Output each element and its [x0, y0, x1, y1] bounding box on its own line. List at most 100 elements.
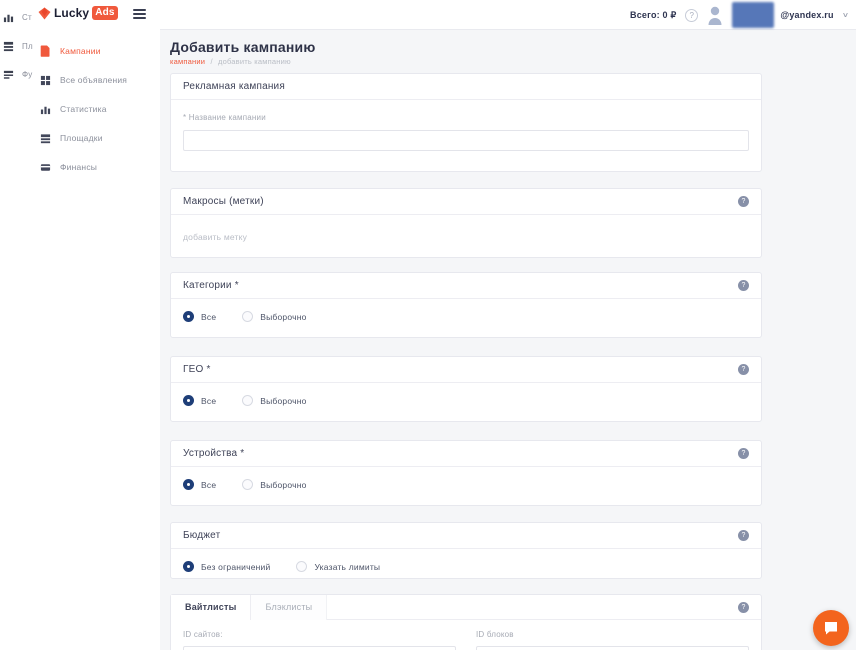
main-content: Добавить кампанию кампании / добавить ка… [160, 30, 856, 650]
edge-strip-item-platforms[interactable]: Пл [3, 41, 33, 52]
section-title: Устройства * [183, 448, 245, 459]
help-icon[interactable]: ? [738, 601, 749, 613]
chat-bubble-icon [825, 622, 837, 635]
radio-option-custom[interactable]: Выборочно [242, 395, 306, 406]
sidebar-item-label: Финансы [60, 162, 98, 172]
balance-total: Всего: 0 ₽ [630, 9, 677, 20]
edge-strip-label: Ст [22, 13, 32, 22]
section-title: Категории * [183, 280, 239, 291]
lists-tab-bar: Вайтлисты Блэклисты ? [171, 594, 761, 620]
radio-option-custom[interactable]: Выборочно [242, 479, 306, 490]
chevron-down-icon[interactable]: ∨ [841, 12, 850, 19]
section-geo: ГЕО * ? Все Выборочно [170, 356, 762, 422]
radio-label: Все [201, 311, 217, 322]
radio-option-limits[interactable]: Указать лимиты [296, 561, 380, 572]
account-email[interactable]: @yandex.ru [780, 10, 834, 20]
section-title: Бюджет [183, 530, 221, 541]
breadcrumb-current: добавить кампанию [218, 57, 291, 66]
breadcrumb-campaigns-link[interactable]: кампании [170, 57, 206, 66]
sidebar-item-finance[interactable]: Финансы [40, 157, 97, 177]
section-campaign: Рекламная кампания * Название кампании [170, 73, 762, 172]
tab-whitelists[interactable]: Вайтлисты [171, 594, 252, 620]
section-macros: Макросы (метки) ? добавить метку [170, 188, 762, 258]
section-budget-header: Бюджет ? [171, 523, 761, 549]
bar-chart-icon [3, 14, 14, 23]
radio-selected-icon[interactable] [183, 561, 194, 572]
sidebar: Ст Пл Фу Lucky Ads Кампании [0, 0, 160, 650]
add-tag-link[interactable]: добавить метку [183, 232, 248, 242]
radio-label: Выборочно [260, 311, 307, 322]
sidebar-item-platforms[interactable]: Площадки [40, 128, 103, 148]
section-macros-header: Макросы (метки) ? [171, 189, 761, 215]
breadcrumb: кампании / добавить кампанию [170, 57, 291, 66]
page-title: Добавить кампанию [170, 39, 316, 55]
rows-icon [3, 70, 14, 79]
sidebar-item-campaigns[interactable]: Кампании [40, 41, 101, 61]
radio-option-unlimited[interactable]: Без ограничений [183, 561, 270, 572]
hamburger-menu-icon[interactable] [133, 9, 146, 22]
edge-strip-item-stats[interactable]: Ст [3, 12, 32, 23]
logo-badge: Ads [92, 6, 118, 20]
radio-selected-icon[interactable] [183, 479, 194, 490]
edge-strip-item-finance[interactable]: Фу [3, 69, 32, 80]
sidebar-item-label: Статистика [60, 104, 107, 114]
avatar-icon[interactable] [707, 4, 723, 26]
help-icon[interactable]: ? [685, 8, 699, 22]
help-icon[interactable]: ? [738, 530, 749, 541]
campaign-icon [40, 45, 50, 57]
radio-unselected-icon[interactable] [296, 561, 308, 572]
help-icon[interactable]: ? [738, 280, 749, 291]
radio-unselected-icon[interactable] [242, 395, 254, 406]
help-icon[interactable]: ? [738, 196, 749, 207]
logo[interactable]: Lucky Ads [38, 6, 118, 20]
section-categories-header: Категории * ? [171, 273, 761, 299]
radio-option-all[interactable]: Все [183, 395, 216, 406]
grid-icon [3, 41, 14, 52]
block-ids-label: ID блоков [476, 630, 514, 639]
sidebar-item-label: Площадки [60, 133, 103, 143]
section-budget: Бюджет ? Без ограничений Указать лимиты [170, 522, 762, 579]
breadcrumb-separator: / [210, 57, 213, 66]
radio-label: Без ограничений [201, 561, 271, 572]
block-ids-input[interactable] [476, 646, 749, 650]
sidebar-item-all-ads[interactable]: Все объявления [40, 70, 127, 90]
section-title: Рекламная кампания [183, 81, 285, 92]
edge-strip-label: Фу [22, 70, 33, 79]
help-icon[interactable]: ? [738, 364, 749, 375]
radio-selected-icon[interactable] [183, 395, 194, 406]
sidebar-item-statistics[interactable]: Статистика [40, 99, 107, 119]
section-lists: Вайтлисты Блэклисты ? ID сайтов: ID блок… [170, 594, 762, 650]
section-devices: Устройства * ? Все Выборочно [170, 440, 762, 506]
diamond-icon [38, 7, 51, 19]
radio-selected-icon[interactable] [183, 311, 194, 322]
site-ids-input[interactable] [183, 646, 456, 650]
site-ids-label: ID сайтов: [183, 630, 223, 639]
edge-strip-label: Пл [22, 42, 33, 51]
radio-option-all[interactable]: Все [183, 479, 216, 490]
sidebar-item-label: Кампании [60, 46, 101, 56]
radio-label: Все [201, 479, 217, 490]
ads-grid-icon [40, 75, 51, 85]
section-campaign-header: Рекламная кампания [171, 74, 761, 100]
section-title: Макросы (метки) [183, 196, 264, 207]
help-icon[interactable]: ? [738, 448, 749, 459]
section-categories: Категории * ? Все Выборочно [170, 272, 762, 338]
top-bar-right: Всего: 0 ₽ ? @yandex.ru ∨ [630, 0, 850, 30]
finance-icon [40, 163, 51, 171]
section-title: ГЕО * [183, 364, 211, 375]
radio-option-all[interactable]: Все [183, 311, 216, 322]
radio-label: Выборочно [260, 395, 307, 406]
logo-text: Lucky [54, 6, 90, 20]
radio-option-custom[interactable]: Выборочно [242, 311, 306, 322]
chat-widget-button[interactable] [813, 610, 849, 646]
tab-blacklists[interactable]: Блэклисты [251, 594, 328, 620]
radio-unselected-icon[interactable] [242, 479, 254, 490]
radio-unselected-icon[interactable] [242, 311, 254, 322]
sidebar-item-label: Все объявления [60, 75, 128, 85]
radio-label: Выборочно [260, 479, 307, 490]
campaign-name-input[interactable] [183, 130, 749, 151]
radio-label: Все [201, 395, 217, 406]
stats-icon [40, 106, 51, 114]
campaign-name-label: * Название кампании [183, 113, 266, 122]
